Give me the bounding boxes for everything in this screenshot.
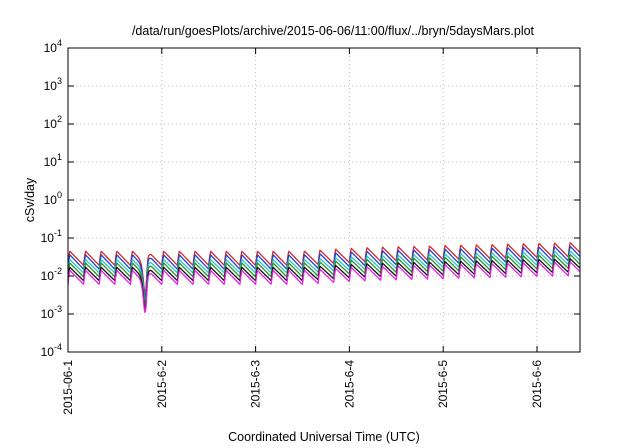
y-tick-label: 103	[44, 76, 62, 93]
x-tick-label: 2015-6-4	[342, 360, 356, 408]
x-tick-label: 2015-6-5	[436, 360, 450, 408]
y-tick-label: 10-2	[41, 266, 62, 283]
x-tick-label: 2015-06-1	[61, 360, 75, 415]
axis-ticks	[67, 47, 580, 353]
y-tick-label: 10-4	[41, 342, 62, 359]
x-tick-label: 2015-6-2	[155, 360, 169, 408]
series-line-5	[67, 258, 581, 310]
y-axis-tick-labels: 104 103 102 101 100 10-1 10-2 10-3 10-4	[41, 38, 62, 359]
plot-area	[67, 242, 581, 313]
y-tick-label: 102	[44, 114, 62, 131]
grid	[68, 48, 580, 352]
y-axis-title: cSv/day	[23, 177, 37, 222]
y-tick-label: 101	[44, 152, 62, 169]
series-line-1	[67, 242, 581, 294]
series-line-6	[67, 261, 581, 313]
y-tick-label: 100	[44, 190, 62, 207]
y-tick-label: 10-1	[41, 228, 62, 245]
y-tick-label: 104	[44, 38, 62, 55]
chart-title: /data/run/goesPlots/archive/2015-06-06/1…	[132, 24, 535, 38]
x-axis-title: Coordinated Universal Time (UTC)	[228, 430, 420, 444]
series-line-3	[67, 250, 581, 302]
x-axis-tick-labels: 2015-06-1 2015-6-2 2015-6-3 2015-6-4 2015-6-…	[61, 360, 544, 415]
series-line-2	[67, 245, 581, 298]
x-tick-label: 2015-6-6	[530, 360, 544, 408]
series-line-4	[67, 253, 581, 306]
x-tick-label: 2015-6-3	[249, 360, 263, 408]
y-tick-label: 10-3	[41, 304, 62, 321]
